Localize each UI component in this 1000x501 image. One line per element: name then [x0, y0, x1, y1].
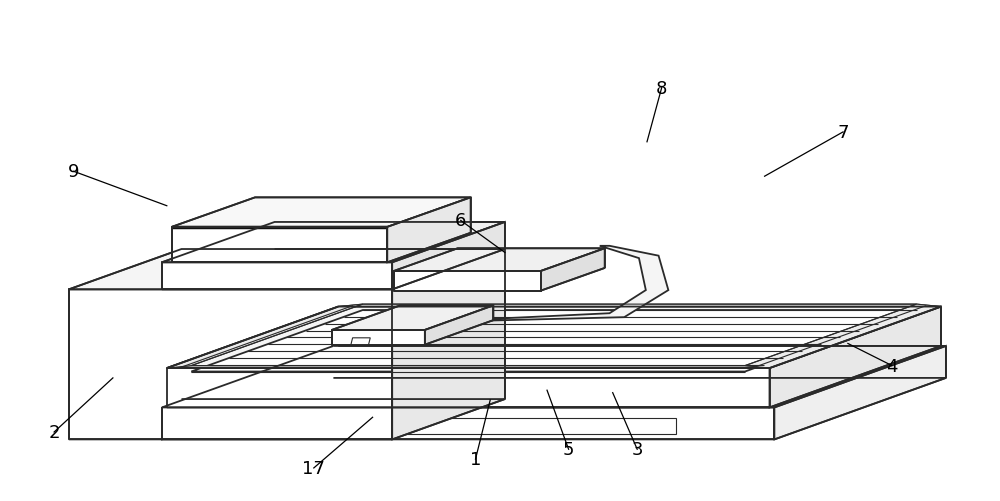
Polygon shape	[162, 346, 333, 439]
Polygon shape	[351, 338, 370, 345]
Polygon shape	[167, 368, 770, 408]
Polygon shape	[69, 249, 505, 290]
Text: 5: 5	[563, 440, 574, 458]
Text: 3: 3	[631, 440, 643, 458]
Polygon shape	[392, 249, 505, 439]
Polygon shape	[167, 305, 363, 368]
Polygon shape	[394, 249, 605, 272]
Polygon shape	[162, 222, 505, 263]
Polygon shape	[394, 246, 668, 324]
Polygon shape	[745, 305, 941, 368]
Polygon shape	[182, 418, 676, 434]
Polygon shape	[338, 305, 941, 307]
Text: 1: 1	[470, 450, 481, 468]
Polygon shape	[332, 330, 425, 345]
Polygon shape	[191, 311, 916, 372]
Text: 2: 2	[48, 423, 60, 441]
Text: 6: 6	[455, 212, 466, 230]
Polygon shape	[172, 227, 387, 263]
Polygon shape	[387, 198, 471, 263]
Polygon shape	[167, 307, 941, 368]
Text: 4: 4	[886, 357, 898, 375]
Polygon shape	[69, 290, 392, 439]
Polygon shape	[392, 222, 505, 290]
Polygon shape	[162, 263, 392, 290]
Text: 8: 8	[656, 80, 667, 98]
Polygon shape	[394, 272, 541, 291]
Polygon shape	[774, 346, 946, 439]
Polygon shape	[167, 366, 770, 368]
Polygon shape	[770, 307, 941, 408]
Polygon shape	[172, 198, 471, 227]
Polygon shape	[162, 408, 774, 439]
Polygon shape	[425, 306, 493, 345]
Text: 9: 9	[68, 163, 79, 181]
Polygon shape	[332, 306, 493, 330]
Polygon shape	[541, 249, 605, 291]
Text: 17: 17	[302, 459, 325, 477]
Text: 7: 7	[837, 124, 849, 142]
Polygon shape	[162, 346, 946, 408]
